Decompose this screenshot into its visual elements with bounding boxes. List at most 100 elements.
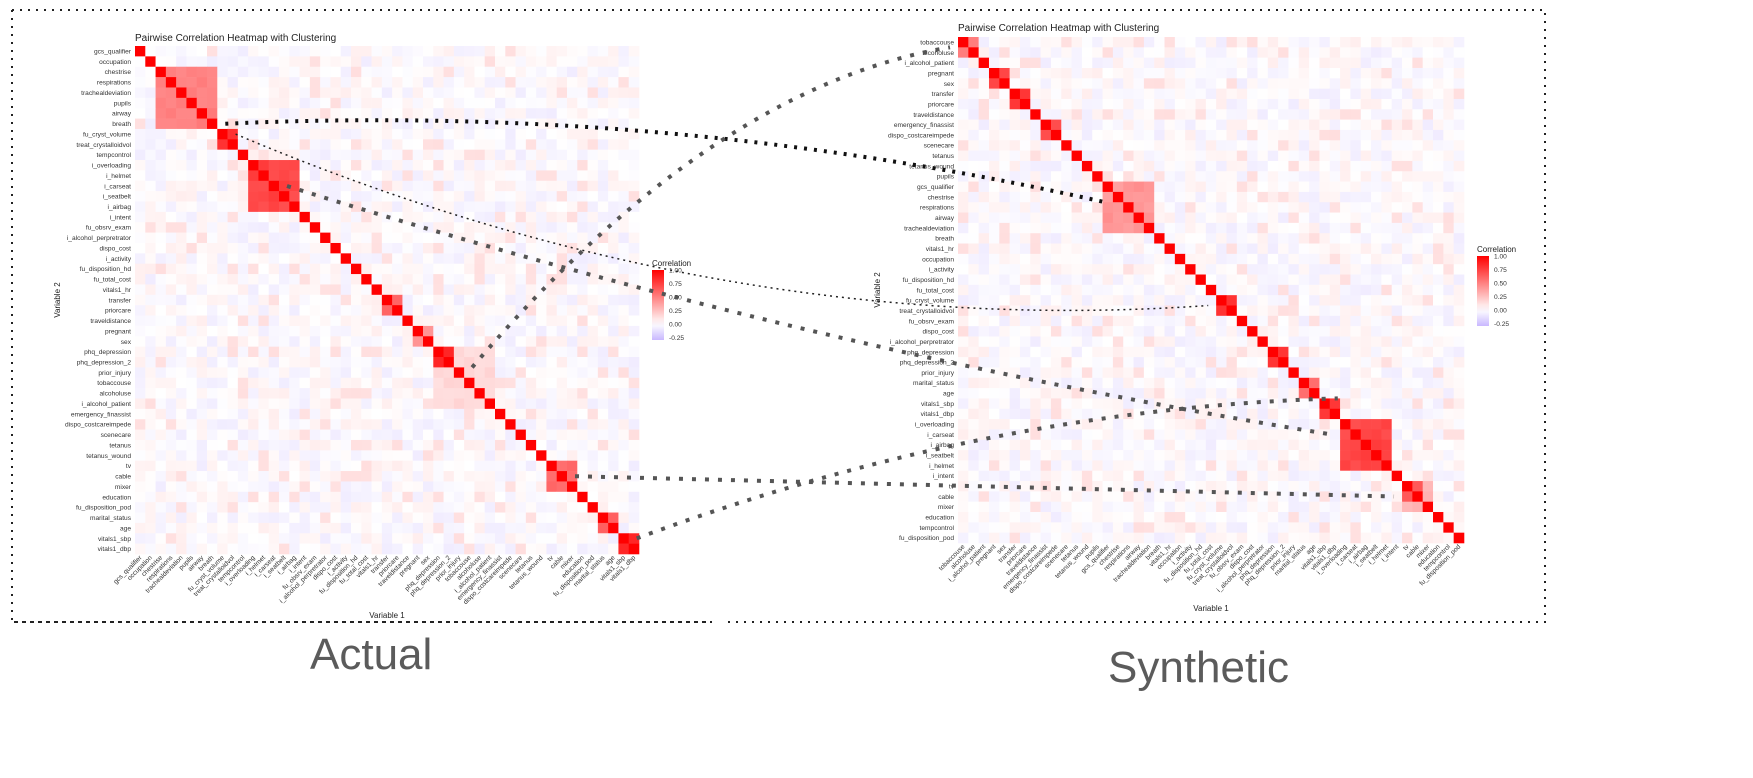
heatmap-cell (484, 491, 496, 503)
heatmap-cell (1019, 37, 1031, 48)
heatmap-cell (1030, 305, 1041, 317)
heatmap-cell (968, 181, 979, 193)
heatmap-cell (536, 128, 547, 140)
heatmap-cell (145, 56, 156, 68)
y-tick-label: dispo_cost (99, 245, 131, 252)
heatmap-cell (1174, 295, 1186, 306)
heatmap-cell (505, 522, 516, 534)
heatmap-cell (135, 149, 146, 161)
heatmap-cell (381, 97, 393, 109)
heatmap-cell (546, 56, 558, 68)
heatmap-cell (1071, 233, 1083, 244)
heatmap-cell (268, 56, 280, 68)
heatmap-cell (1402, 160, 1413, 172)
heatmap-cell (1133, 501, 1145, 513)
heatmap-cell (958, 522, 969, 533)
heatmap-cell (145, 419, 156, 430)
heatmap-cell (392, 87, 403, 99)
heatmap-cell (1050, 222, 1062, 234)
heatmap-cell (196, 315, 208, 327)
heatmap-cell (279, 191, 290, 202)
heatmap-cell (1092, 346, 1103, 358)
heatmap-cell (1009, 47, 1021, 58)
heatmap-cell (1422, 357, 1434, 368)
heatmap-cell (1278, 501, 1289, 513)
heatmap-cell (608, 377, 619, 389)
heatmap-cell (433, 170, 444, 182)
heatmap-cell (1154, 88, 1165, 100)
heatmap-cell (968, 88, 979, 100)
heatmap-cell (464, 108, 475, 119)
heatmap-cell (464, 160, 475, 171)
heatmap-cell (546, 346, 558, 358)
heatmap-cell (1133, 450, 1145, 461)
heatmap-cell (1226, 109, 1238, 120)
heatmap-cell (587, 533, 599, 544)
heatmap-cell (1040, 377, 1052, 389)
heatmap-cell (1371, 57, 1382, 69)
heatmap-cell (958, 346, 969, 358)
heatmap-cell (1309, 88, 1320, 100)
heatmap-cell (536, 242, 547, 254)
heatmap-cell (464, 543, 475, 555)
heatmap-cell (165, 263, 177, 275)
heatmap-cell (505, 471, 516, 482)
heatmap-cell (1123, 78, 1134, 89)
heatmap-cell (258, 325, 270, 337)
heatmap-cell (268, 77, 280, 88)
heatmap-cell (999, 326, 1010, 337)
heatmap-cell (1288, 315, 1300, 327)
heatmap-cell (1391, 88, 1403, 100)
heatmap-cell (1433, 181, 1444, 193)
heatmap-cell (474, 388, 486, 399)
heatmap-cell (968, 532, 979, 544)
heatmap-cell (968, 398, 979, 410)
heatmap-cell (258, 128, 270, 140)
heatmap-cell (515, 263, 527, 275)
heatmap-cell (628, 460, 640, 472)
heatmap-cell (1350, 78, 1362, 89)
heatmap-cell (1040, 460, 1052, 472)
heatmap-cell (1309, 78, 1320, 89)
y-tick-label: tempcontrol (97, 152, 132, 159)
heatmap-cell (618, 139, 630, 150)
heatmap-cell (135, 253, 146, 265)
heatmap-cell (1309, 181, 1320, 193)
heatmap-cell (392, 491, 403, 503)
heatmap-cell (1350, 512, 1362, 523)
heatmap-cell (1205, 109, 1217, 120)
heatmap-cell (258, 346, 270, 358)
heatmap-cell (988, 47, 1000, 58)
heatmap-cell (515, 170, 527, 182)
heatmap-cell (464, 336, 475, 347)
heatmap-cell (1267, 491, 1279, 502)
heatmap-cell (968, 119, 979, 131)
heatmap-cell (1360, 305, 1372, 317)
heatmap-cell (628, 367, 640, 379)
heatmap-cell (505, 481, 516, 493)
heatmap-cell (1278, 160, 1289, 172)
heatmap-cell (1143, 222, 1155, 234)
heatmap-cell (248, 357, 259, 368)
heatmap-cell (1257, 67, 1269, 79)
heatmap-cell (196, 388, 208, 399)
heatmap-cell (1133, 243, 1145, 255)
heatmap-cell (1443, 295, 1454, 306)
heatmap-cell (515, 315, 527, 327)
heatmap-cell (1112, 491, 1124, 502)
heatmap-cell (381, 242, 393, 254)
heatmap-cell (525, 263, 537, 275)
y-tick-label: i_alcohol_patient (82, 401, 132, 408)
heatmap-cell (464, 367, 475, 379)
heatmap-cell (433, 367, 444, 379)
heatmap-cell (1433, 191, 1444, 203)
heatmap-cell (1123, 336, 1134, 348)
heatmap-cell (258, 66, 270, 78)
heatmap-cell (505, 367, 516, 379)
heatmap-cell (1185, 408, 1196, 420)
heatmap-cell (289, 108, 300, 119)
heatmap-cell (165, 388, 177, 399)
heatmap-cell (412, 97, 424, 109)
heatmap-cell (309, 367, 321, 379)
heatmap-cell (320, 325, 331, 337)
